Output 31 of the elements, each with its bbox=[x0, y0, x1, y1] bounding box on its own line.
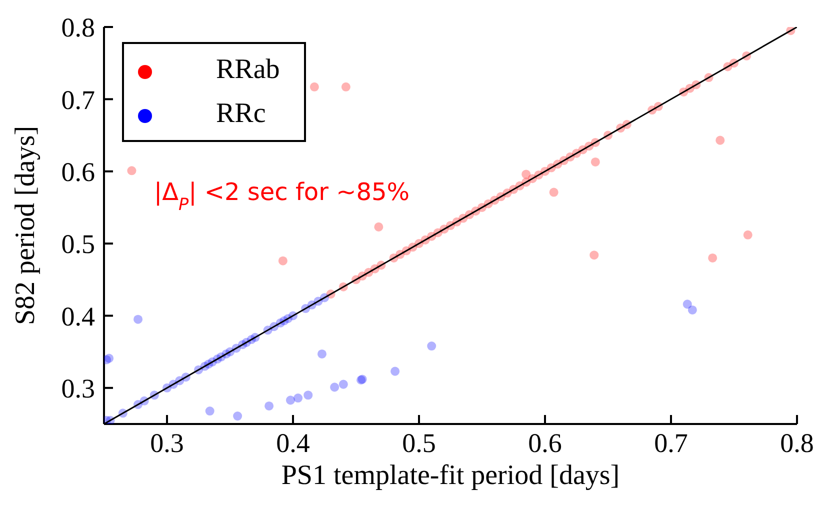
point bbox=[330, 382, 340, 392]
point bbox=[317, 349, 326, 358]
point bbox=[294, 394, 303, 403]
point bbox=[286, 396, 295, 405]
y-tick-label: 0.4 bbox=[61, 301, 96, 332]
y-tick-label: 0.3 bbox=[61, 373, 95, 404]
x-tick-label: 0.5 bbox=[402, 428, 436, 458]
point bbox=[134, 314, 143, 324]
y-tick-label: 0.7 bbox=[61, 84, 95, 115]
y-tick-label: 0.8 bbox=[61, 12, 95, 43]
point bbox=[233, 412, 242, 421]
point bbox=[338, 380, 348, 389]
y-axis-title: S82 period [days] bbox=[10, 126, 41, 326]
x-axis-title: PS1 template-fit period [days] bbox=[281, 460, 620, 491]
point bbox=[205, 406, 214, 416]
x-tick-label: 0.3 bbox=[150, 428, 184, 458]
x-tick-label: 0.6 bbox=[528, 428, 562, 458]
point bbox=[682, 300, 692, 309]
y-tick-label: 0.6 bbox=[61, 156, 95, 187]
point bbox=[304, 390, 313, 400]
point bbox=[390, 366, 400, 376]
point bbox=[264, 401, 274, 410]
legend-label: RRab bbox=[216, 54, 280, 85]
x-tick-label: 0.7 bbox=[654, 428, 688, 458]
y-tick-label: 0.5 bbox=[61, 229, 95, 260]
point bbox=[427, 342, 436, 351]
annotation: |Δ$_{P}$| <2 sec for ∼85% bbox=[154, 178, 410, 214]
legend-label: RRc bbox=[216, 98, 266, 129]
x-tick-label: 0.4 bbox=[276, 428, 310, 458]
x-tick-label: 0.8 bbox=[780, 428, 814, 458]
point bbox=[688, 305, 697, 314]
